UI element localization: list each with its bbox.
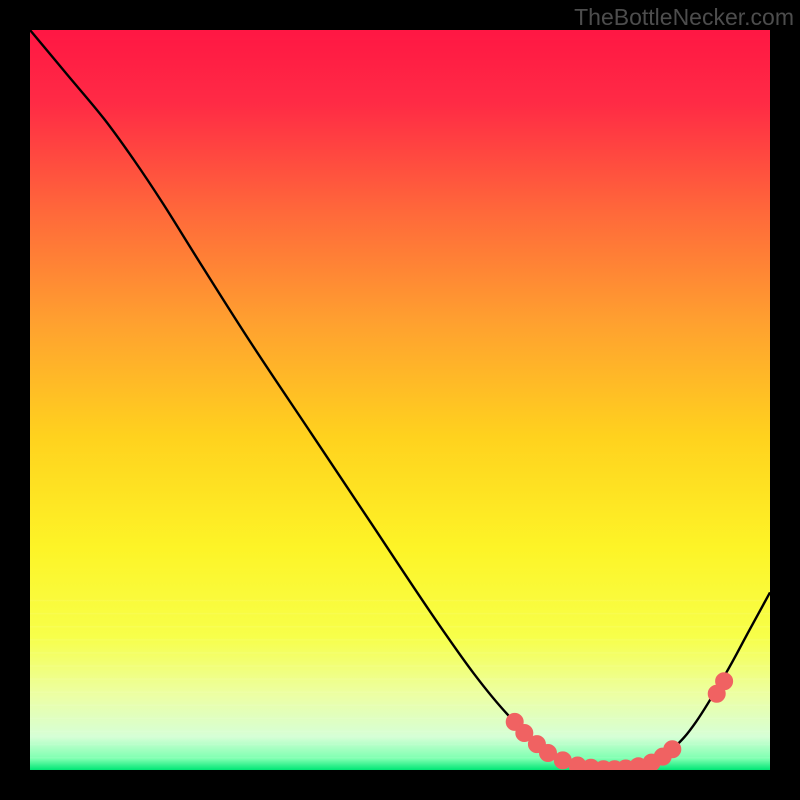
- bottleneck-curve-chart: [0, 0, 800, 800]
- gradient-background: [30, 30, 770, 770]
- curve-marker: [664, 741, 681, 758]
- watermark-text: TheBottleNecker.com: [574, 4, 794, 31]
- curve-marker: [716, 673, 733, 690]
- chart-container: { "watermark": "TheBottleNecker.com", "c…: [0, 0, 800, 800]
